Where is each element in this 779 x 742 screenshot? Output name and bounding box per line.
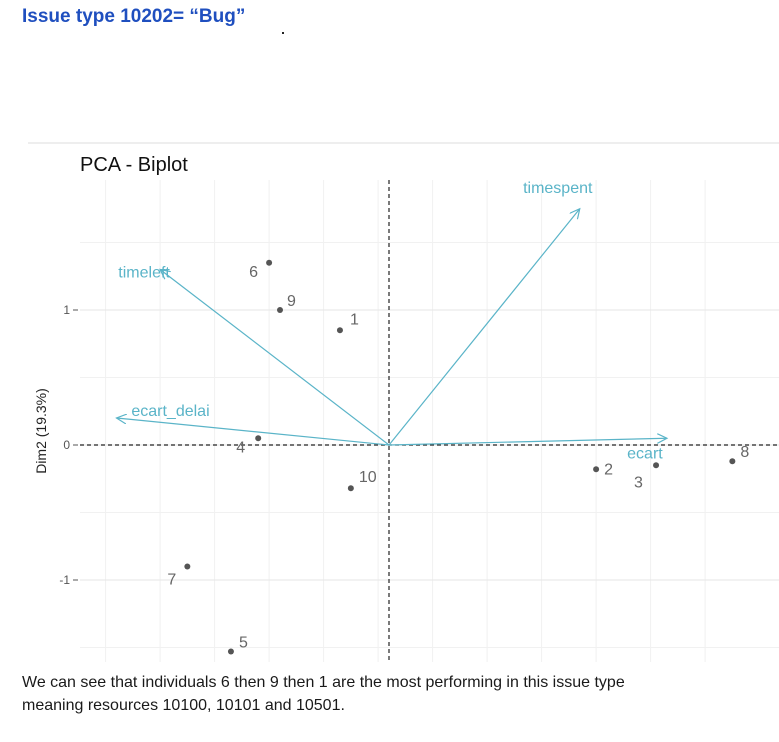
individual-point bbox=[266, 259, 273, 266]
y-tick-label: 1 bbox=[63, 303, 70, 317]
individual-point bbox=[227, 648, 234, 655]
individual-points: 1 2 3 4 5 6 7 8 9 10 bbox=[167, 259, 749, 655]
individual-point bbox=[347, 485, 354, 492]
caption-line-1: We can see that individuals 6 then 9 the… bbox=[22, 674, 625, 691]
variable-arrow bbox=[388, 209, 580, 446]
variable-label: timespent bbox=[523, 180, 593, 197]
caption-line-2: meaning resources 10100, 10101 and 10501… bbox=[22, 697, 345, 714]
point-label: 5 bbox=[239, 635, 248, 652]
point-label: 8 bbox=[740, 444, 749, 461]
individual-point bbox=[593, 466, 600, 473]
individual-point bbox=[184, 563, 191, 570]
y-tick-label: 0 bbox=[63, 438, 70, 452]
individual-point bbox=[255, 435, 262, 442]
point-label: 2 bbox=[604, 461, 613, 478]
grid bbox=[80, 180, 779, 662]
zero-lines bbox=[80, 180, 779, 662]
variable-label: timeleft bbox=[118, 265, 170, 282]
y-axis-label: Dim2 (19.3%) bbox=[33, 388, 49, 474]
individual-point bbox=[653, 462, 660, 469]
individual-point bbox=[729, 458, 736, 465]
variable-label: ecart_delai bbox=[131, 403, 209, 420]
point-label: 7 bbox=[167, 572, 176, 589]
point-label: 1 bbox=[350, 311, 359, 328]
variable-arrow bbox=[388, 438, 667, 446]
point-label: 3 bbox=[634, 474, 643, 491]
stray-dot bbox=[282, 32, 284, 34]
point-label: 10 bbox=[359, 469, 377, 486]
chart-title: PCA - Biplot bbox=[80, 154, 188, 176]
point-label: 6 bbox=[249, 264, 258, 281]
variable-arrow bbox=[117, 418, 390, 446]
y-axis-ticks: 1 0 -1 bbox=[59, 303, 78, 587]
variable-arrow bbox=[160, 270, 390, 446]
individual-point bbox=[277, 307, 283, 313]
individual-point bbox=[336, 327, 343, 334]
page-heading: Issue type 10202= “Bug” bbox=[22, 6, 246, 27]
variable-label: ecart bbox=[627, 445, 663, 462]
caption: We can see that individuals 6 then 9 the… bbox=[22, 671, 762, 717]
y-tick-label: -1 bbox=[59, 573, 70, 587]
point-label: 9 bbox=[287, 293, 296, 310]
point-label: 4 bbox=[236, 439, 245, 456]
